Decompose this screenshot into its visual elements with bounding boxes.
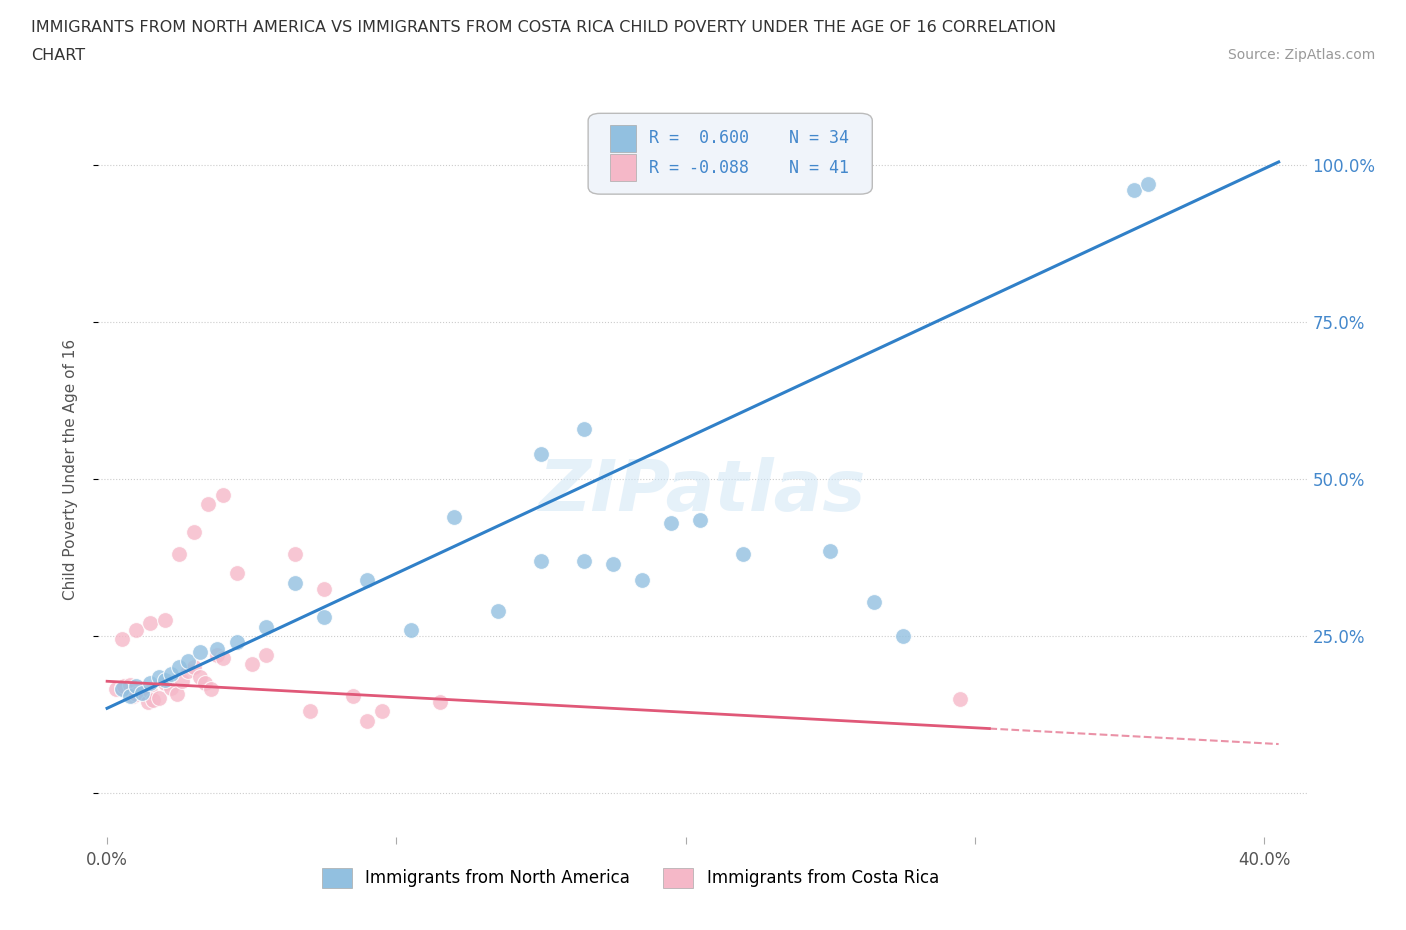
Point [574, 421, 596, 436]
Point [530, 553, 553, 568]
Point [733, 547, 755, 562]
Point [399, 622, 422, 637]
Point [169, 547, 191, 562]
Point [226, 635, 249, 650]
Point [110, 680, 132, 695]
Point [142, 693, 165, 708]
Point [169, 660, 191, 675]
Point [574, 553, 596, 568]
Point [949, 691, 972, 706]
Point [1137, 177, 1160, 192]
Point [183, 525, 205, 540]
Point [131, 685, 153, 700]
Text: R = -0.088    N = 41: R = -0.088 N = 41 [648, 159, 849, 178]
Point [891, 629, 914, 644]
Point [188, 644, 211, 659]
Point [486, 604, 509, 618]
Point [131, 685, 153, 700]
Point [284, 547, 307, 562]
Point [298, 704, 321, 719]
FancyBboxPatch shape [610, 154, 637, 181]
Text: ZIPatlas: ZIPatlas [540, 458, 866, 526]
Point [166, 686, 188, 701]
Point [125, 679, 148, 694]
Point [153, 676, 176, 691]
Point [240, 657, 263, 671]
Point [200, 682, 222, 697]
Point [139, 616, 162, 631]
Point [631, 572, 654, 587]
Point [312, 581, 335, 596]
Point [312, 610, 335, 625]
Point [120, 678, 142, 693]
Point [120, 688, 142, 703]
Legend: Immigrants from North America, Immigrants from Costa Rica: Immigrants from North America, Immigrant… [315, 861, 946, 895]
Point [153, 613, 176, 628]
Point [429, 695, 451, 710]
Point [205, 647, 228, 662]
Point [104, 682, 127, 697]
Point [183, 660, 205, 675]
Point [284, 576, 307, 591]
Point [689, 512, 711, 527]
Point [862, 594, 884, 609]
Y-axis label: Child Poverty Under the Age of 16: Child Poverty Under the Age of 16 [63, 339, 77, 600]
Point [443, 510, 465, 525]
Point [530, 446, 553, 461]
Point [148, 690, 170, 705]
Point [254, 619, 277, 634]
Point [122, 688, 145, 703]
Point [136, 695, 159, 710]
FancyBboxPatch shape [610, 125, 637, 152]
Point [356, 713, 378, 728]
Point [342, 688, 364, 703]
Point [194, 676, 217, 691]
Point [153, 672, 176, 687]
Point [114, 679, 136, 694]
Text: CHART: CHART [31, 48, 84, 63]
Text: Source: ZipAtlas.com: Source: ZipAtlas.com [1227, 48, 1375, 62]
Point [197, 497, 219, 512]
Point [188, 670, 211, 684]
Point [356, 572, 378, 587]
Point [205, 641, 228, 656]
Point [602, 556, 624, 571]
Point [371, 704, 394, 719]
Point [139, 676, 162, 691]
Point [139, 684, 162, 698]
Text: IMMIGRANTS FROM NORTH AMERICA VS IMMIGRANTS FROM COSTA RICA CHILD POVERTY UNDER : IMMIGRANTS FROM NORTH AMERICA VS IMMIGRA… [31, 20, 1056, 35]
Point [110, 631, 132, 646]
Point [254, 647, 277, 662]
Point [148, 670, 170, 684]
Point [177, 663, 200, 678]
Point [159, 666, 181, 681]
Text: R =  0.600    N = 34: R = 0.600 N = 34 [648, 129, 849, 147]
Point [125, 686, 148, 701]
FancyBboxPatch shape [588, 113, 872, 194]
Point [177, 654, 200, 669]
Point [226, 565, 249, 580]
Point [110, 682, 132, 697]
Point [211, 487, 233, 502]
Point [659, 515, 682, 530]
Point [211, 651, 233, 666]
Point [159, 680, 181, 695]
Point [1123, 183, 1146, 198]
Point [125, 622, 148, 637]
Point [820, 544, 842, 559]
Point [172, 674, 194, 689]
